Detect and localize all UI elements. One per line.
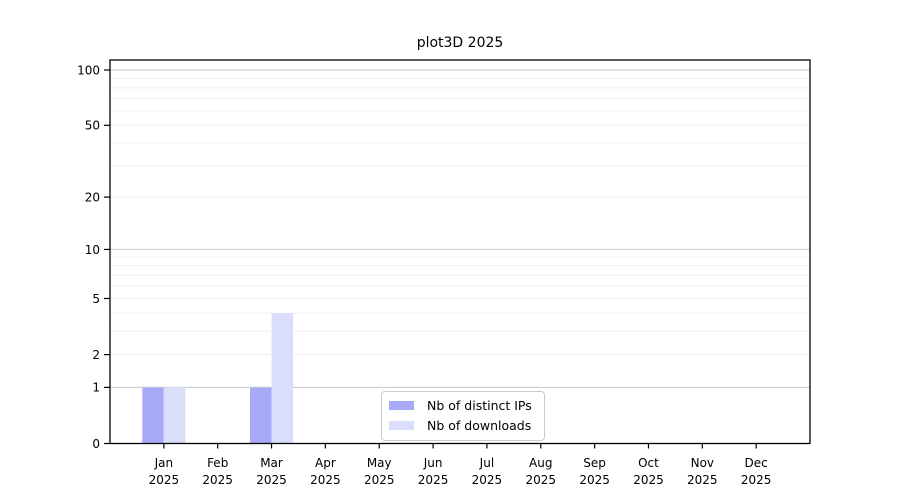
chart-title: plot3D 2025 [416,35,504,51]
x-tick-label-month: Sep [583,456,606,470]
x-tick-label-month: Jan [154,456,174,470]
x-tick-label-year: 2025 [579,473,610,487]
x-tick-label-year: 2025 [418,473,449,487]
x-tick-label-year: 2025 [256,473,287,487]
x-tick-label-year: 2025 [364,473,395,487]
x-tick-label-month: Nov [691,456,714,470]
legend-label-distinct-ips: Nb of distinct IPs [427,398,532,413]
x-tick-label-month: Aug [529,456,552,470]
x-tick-label-year: 2025 [202,473,233,487]
y-tick-label: 0 [92,437,100,451]
y-tick-label: 2 [92,348,100,362]
bar-jan-2025-distinct-ips [142,387,164,444]
x-tick-label-year: 2025 [310,473,341,487]
x-tick-label-month: May [367,456,392,470]
y-tick-label: 100 [77,63,100,77]
x-tick-label-month: Apr [315,456,336,470]
legend-item-downloads: Nb of downloads [389,418,536,433]
x-tick-label-year: 2025 [633,473,664,487]
x-tick-label-month: Dec [745,456,768,470]
bar-mar-2025-distinct-ips [250,387,272,444]
y-tick-label: 5 [92,292,100,306]
x-tick-label-month: Oct [638,456,659,470]
legend-label-downloads: Nb of downloads [427,418,532,433]
x-tick-label-year: 2025 [525,473,556,487]
x-tick-label-year: 2025 [472,473,503,487]
x-tick-label-month: Feb [207,456,228,470]
legend-swatch-downloads-icon [389,421,414,430]
x-tick-label-month: Mar [260,456,283,470]
x-tick-label-month: Jul [479,456,494,470]
x-tick-label-year: 2025 [741,473,772,487]
y-tick-label: 10 [85,243,100,257]
x-tick-label-year: 2025 [687,473,718,487]
legend-item-distinct-ips: Nb of distinct IPs [389,398,536,413]
y-tick-label: 20 [85,190,100,204]
y-tick-label: 50 [85,119,100,133]
legend-swatch-distinct-ips-icon [389,401,414,410]
axes-spines [109,59,811,445]
legend: Nb of distinct IPs Nb of downloads [381,391,545,441]
bar-mar-2025-downloads [271,313,294,444]
y-tick-label: 1 [92,381,100,395]
x-tick-label-month: Jun [423,456,443,470]
x-tick-label-year: 2025 [149,473,180,487]
bar-jan-2025-downloads [163,387,186,444]
